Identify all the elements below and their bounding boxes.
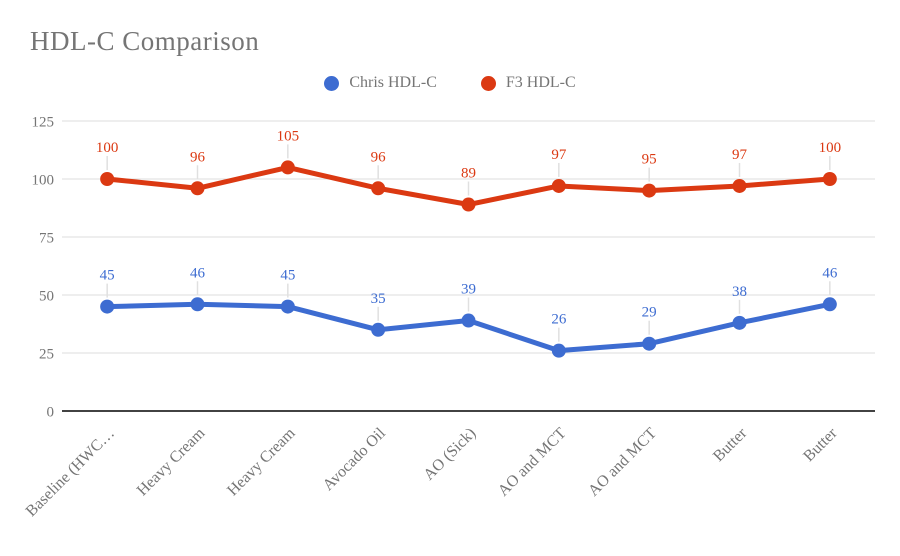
data-point[interactable] (551, 343, 566, 358)
y-axis-tick-label: 125 (32, 115, 55, 131)
x-axis-label: Heavy Cream (224, 424, 299, 499)
data-label: 45 (280, 268, 295, 284)
data-point[interactable] (822, 297, 837, 312)
y-axis-tick-label: 0 (47, 405, 55, 421)
data-point[interactable] (371, 322, 386, 337)
data-label: 95 (642, 152, 657, 168)
data-label: 38 (732, 284, 747, 300)
data-point[interactable] (461, 313, 476, 328)
legend-swatch-f3-icon (480, 75, 496, 91)
data-point[interactable] (371, 181, 386, 196)
data-label: 46 (822, 265, 838, 281)
y-axis-tick-label: 75 (39, 231, 54, 247)
data-point[interactable] (280, 160, 295, 175)
data-point[interactable] (461, 197, 476, 212)
legend-label-f3: F3 HDL-C (505, 74, 576, 91)
y-axis-tick-label: 25 (39, 347, 54, 363)
data-label: 39 (461, 282, 476, 298)
data-point[interactable] (732, 315, 747, 330)
x-axis-label: AO and MCT (495, 425, 570, 500)
data-label: 96 (371, 149, 387, 165)
legend: Chris HDL-C F3 HDL-C (0, 70, 900, 96)
y-axis-tick-label: 100 (32, 173, 55, 189)
data-point[interactable] (732, 178, 747, 193)
data-label: 100 (96, 140, 119, 156)
x-axis-label: Butter (710, 424, 751, 465)
data-label: 89 (461, 166, 476, 182)
data-label: 46 (190, 265, 206, 281)
data-point[interactable] (642, 183, 657, 198)
legend-label-chris: Chris HDL-C (349, 74, 437, 91)
data-label: 29 (642, 305, 657, 321)
data-point[interactable] (190, 297, 205, 312)
x-axis-label: Heavy Cream (134, 424, 209, 499)
data-point[interactable] (551, 178, 566, 193)
data-label: 105 (277, 128, 300, 144)
data-label: 97 (732, 147, 748, 163)
series-chris-hdl-c: 45 46 45 35 39 26 29 38 46 (100, 265, 838, 358)
legend-item-f3-hdl-c[interactable]: F3 HDL-C (480, 74, 576, 92)
data-label: 26 (551, 312, 567, 328)
legend-swatch-chris-icon (324, 75, 340, 91)
y-axis-tick-label: 50 (39, 289, 54, 305)
data-label: 45 (100, 268, 115, 284)
series-f3-hdl-c: 100 96 105 96 89 97 95 97 100 (96, 128, 842, 212)
data-point[interactable] (822, 172, 837, 186)
data-label: 97 (551, 147, 567, 163)
x-axis-label: Butter (800, 424, 841, 465)
data-point[interactable] (642, 336, 657, 351)
x-axis-label: AO (Sick) (420, 425, 479, 484)
data-point[interactable] (100, 172, 115, 186)
x-axis-label: AO and MCT (585, 425, 660, 500)
data-label: 96 (190, 149, 206, 165)
data-label: 35 (371, 291, 386, 307)
data-label: 100 (819, 140, 842, 156)
data-point[interactable] (280, 299, 295, 314)
x-axis-label: Baseline (HWC… (23, 425, 118, 520)
x-axis-label: Avocado Oil (320, 424, 390, 494)
data-point[interactable] (190, 181, 205, 196)
legend-item-chris-hdl-c[interactable]: Chris HDL-C (324, 74, 437, 92)
chart-title: HDL-C Comparison (30, 26, 260, 56)
data-point[interactable] (100, 299, 115, 314)
